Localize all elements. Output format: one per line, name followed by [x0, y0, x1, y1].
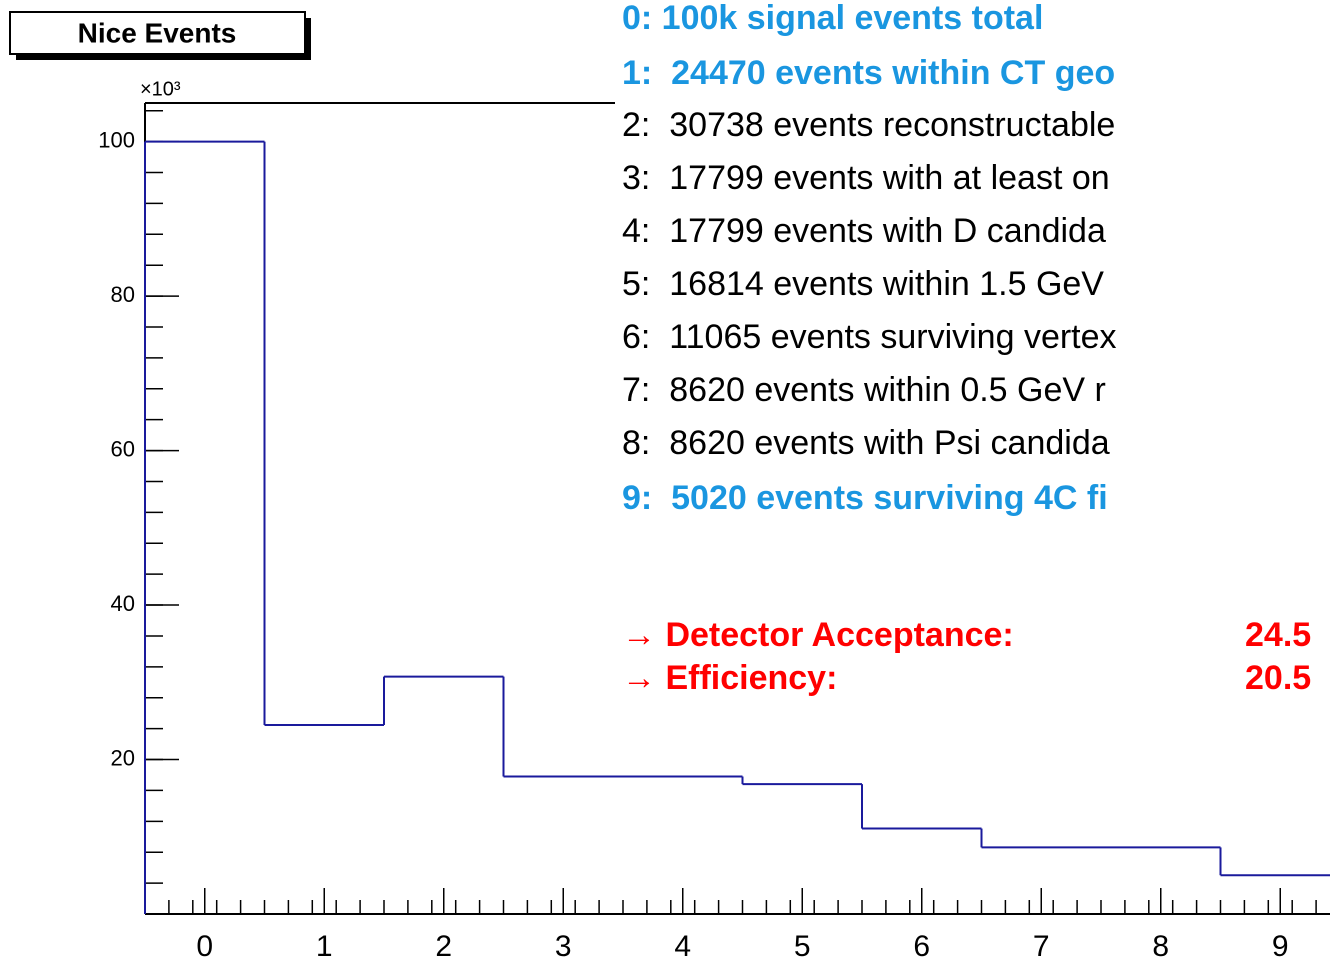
- x-tick-label: 8: [1152, 930, 1169, 963]
- annotation-line: 4: 17799 events with D candida: [622, 212, 1106, 250]
- chart-title: Nice Events: [78, 17, 237, 48]
- result-label: → Efficiency:: [622, 659, 837, 697]
- result-value: 24.5: [1245, 616, 1311, 654]
- annotation-line: 3: 17799 events with at least on: [622, 159, 1110, 197]
- result-label: → Detector Acceptance:: [622, 616, 1014, 654]
- title-box: [9, 11, 306, 55]
- x-tick-label: 5: [794, 930, 811, 963]
- x-tick-label: 0: [196, 930, 213, 963]
- annotation-line: 0: 100k signal events total: [622, 0, 1043, 37]
- result-value: 20.5: [1245, 659, 1311, 697]
- y-tick-label: 40: [111, 591, 135, 616]
- annotation-line: 8: 8620 events with Psi candida: [622, 424, 1110, 462]
- annotation-line: 6: 11065 events surviving vertex: [622, 318, 1117, 356]
- x-tick-label: 7: [1033, 930, 1050, 963]
- annotation-line: 9: 5020 events surviving 4C fi: [622, 479, 1108, 517]
- y-tick-label: 80: [111, 282, 135, 307]
- x-tick-label: 3: [555, 930, 572, 963]
- x-tick-label: 2: [435, 930, 452, 963]
- annotation-line: 1: 24470 events within CT geo: [622, 54, 1115, 92]
- axis-multiplier: ×10³: [140, 78, 181, 100]
- annotation-background: [615, 0, 1330, 700]
- annotation-line: 7: 8620 events within 0.5 GeV r: [622, 371, 1106, 409]
- y-tick-label: 60: [111, 436, 135, 461]
- x-tick-label: 6: [913, 930, 930, 963]
- y-tick-label: 20: [111, 745, 135, 770]
- annotation-line: 2: 30738 events reconstructable: [622, 106, 1115, 144]
- x-tick-label: 9: [1272, 930, 1289, 963]
- y-tick-label: 100: [98, 127, 135, 152]
- x-tick-label: 4: [674, 930, 691, 963]
- annotation-line: 5: 16814 events within 1.5 GeV: [622, 265, 1104, 303]
- x-tick-label: 1: [316, 930, 333, 963]
